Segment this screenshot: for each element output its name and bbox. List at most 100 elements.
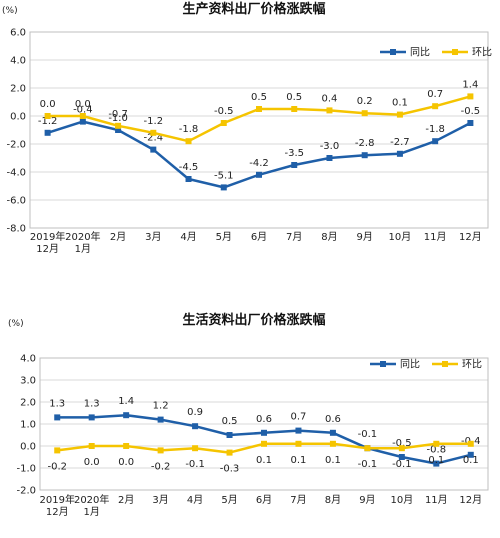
x-tick-label: 8月: [325, 494, 341, 506]
x-tick-label-line: 6月: [256, 494, 272, 506]
data-point: [185, 138, 192, 145]
data-label: -1.2: [38, 116, 58, 127]
y-tick-label: 1.0: [20, 420, 36, 431]
y-tick-label: -2.0: [6, 140, 26, 151]
data-label: 1.3: [84, 398, 100, 409]
x-tick-label-line: 2019年: [40, 493, 75, 506]
data-label: 1.4: [118, 396, 134, 407]
y-tick-label: 2.0: [20, 398, 36, 409]
x-tick-label-line: 4月: [180, 231, 196, 243]
x-tick-label: 8月: [321, 231, 337, 243]
x-tick-label-line: 9月: [357, 231, 373, 243]
data-label: -1.2: [144, 116, 164, 127]
x-tick-label-line: 2020年: [65, 230, 100, 243]
plot-frame: [29, 31, 489, 229]
x-tick-label: 3月: [145, 231, 161, 243]
x-tick-label-line: 12月: [36, 243, 59, 255]
data-label: -3.5: [284, 148, 304, 159]
data-point: [432, 138, 439, 145]
data-point: [115, 127, 122, 133]
x-tick-label-line: 1月: [84, 506, 100, 518]
data-label: 0.5: [222, 416, 238, 427]
data-point: [54, 414, 61, 421]
legend-marker: [380, 361, 386, 367]
data-label: 0.0: [84, 457, 100, 468]
data-point: [123, 443, 130, 449]
x-tick-label-line: 2月: [110, 231, 126, 243]
x-tick-label-line: 3月: [152, 494, 168, 506]
data-label: 1.2: [153, 401, 169, 412]
data-point: [192, 423, 199, 430]
x-tick-label: 2019年 12月: [40, 493, 75, 518]
data-point: [157, 447, 164, 454]
x-tick-label-line: 12月: [459, 494, 482, 506]
x-tick-label-line: 3月: [145, 231, 161, 243]
data-point: [326, 107, 333, 114]
data-label: -0.8: [427, 445, 447, 456]
x-tick-label: 12月: [459, 231, 482, 243]
y-tick-label: -8.0: [6, 224, 26, 235]
data-point: [432, 103, 439, 110]
y-tick-label: 4.0: [10, 56, 26, 67]
y-tick-label: -6.0: [6, 196, 26, 207]
data-point: [150, 146, 157, 153]
x-tick-label: 2019年 12月: [30, 230, 65, 255]
data-point: [361, 152, 368, 159]
x-tick-label-line: 2月: [118, 494, 134, 506]
data-label: -5.1: [214, 170, 234, 181]
data-point: [123, 412, 130, 419]
x-tick-label-line: 7月: [286, 231, 302, 243]
x-tick-label: 11月: [425, 494, 448, 506]
x-tick-label: 2月: [118, 494, 134, 506]
data-point: [398, 445, 405, 452]
data-label: 1.3: [49, 398, 65, 409]
x-tick-label-line: 5月: [221, 494, 237, 506]
data-point: [467, 440, 474, 447]
x-tick-label: 5月: [221, 494, 237, 506]
x-tick-label-line: 12月: [46, 506, 69, 518]
data-label: -0.7: [108, 109, 128, 120]
y-tick-label: 2.0: [10, 84, 26, 95]
data-label: -3.0: [320, 141, 340, 152]
data-label: -4.5: [179, 162, 199, 173]
x-tick-label: 10月: [389, 231, 412, 243]
data-point: [44, 129, 51, 136]
data-label: 0.7: [291, 412, 307, 423]
data-point: [115, 122, 122, 129]
data-label: 0.7: [427, 89, 443, 100]
x-tick-label: 9月: [359, 494, 375, 506]
x-tick-label: 7月: [290, 494, 306, 506]
x-tick-label-line: 2019年: [30, 230, 65, 243]
y-tick-label: -1.0: [16, 464, 36, 475]
legend-label: 同比: [400, 359, 420, 371]
data-label: 0.1: [256, 455, 272, 466]
legend-label: 环比: [462, 359, 482, 371]
data-point: [291, 162, 298, 168]
data-label: -0.1: [185, 459, 205, 470]
data-label: 0.6: [325, 414, 341, 425]
data-label: 0.1: [291, 455, 307, 466]
data-label: -0.4: [73, 105, 93, 116]
plot-frame: [39, 357, 489, 491]
x-tick-label-line: 1月: [75, 243, 91, 255]
data-point: [295, 440, 302, 447]
x-tick-label-line: 4月: [187, 494, 203, 506]
x-tick-label-line: 2020年: [74, 493, 109, 506]
data-label: 0.2: [357, 96, 373, 107]
data-label: 0.6: [256, 414, 272, 425]
data-point: [467, 451, 474, 458]
data-point: [157, 416, 164, 423]
data-label: 0.0: [118, 457, 134, 468]
x-tick-label-line: 10月: [389, 231, 412, 243]
data-label: -2.4: [144, 133, 164, 144]
data-label: -0.3: [220, 464, 240, 475]
data-point: [398, 454, 405, 460]
data-point: [364, 445, 371, 452]
legend-marker: [390, 49, 396, 55]
x-tick-label: 10月: [390, 494, 413, 506]
data-label: -2.7: [390, 137, 410, 148]
x-tick-label: 5月: [216, 231, 232, 243]
data-point: [256, 171, 262, 178]
data-label: -1.8: [179, 124, 199, 135]
data-label: 0.0: [40, 99, 56, 110]
